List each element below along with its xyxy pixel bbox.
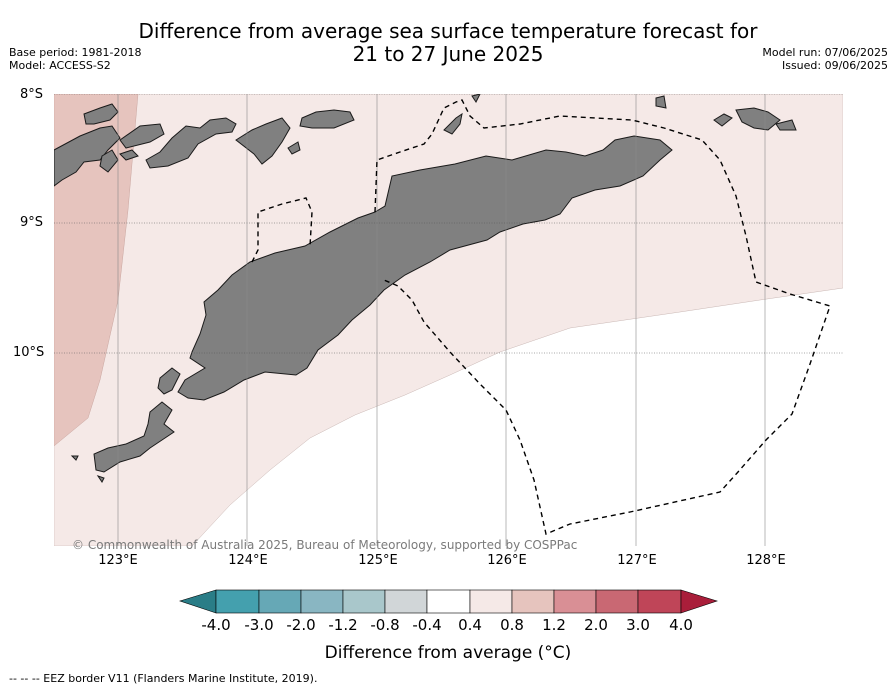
colorbar-seg-1 — [215, 589, 260, 614]
meta-right: Model run: 07/06/2025 Issued: 09/06/2025 — [762, 46, 888, 72]
model-name: Model: ACCESS-S2 — [9, 59, 111, 72]
kisar-island — [299, 109, 355, 129]
damar-island — [655, 95, 667, 109]
lon-label-123e: 123°E — [98, 553, 138, 568]
colorbar-tick-6: -0.4 — [412, 616, 442, 634]
title-line-2: 21 to 27 June 2025 — [352, 42, 544, 66]
colorbar-tick-12: 4.0 — [669, 616, 693, 634]
rote-island — [157, 367, 181, 395]
colorbar-tick-4: -1.2 — [328, 616, 358, 634]
small-island-b — [119, 149, 139, 161]
babar-island-1 — [713, 113, 733, 127]
small-island-a — [99, 149, 119, 173]
meta-left: Base period: 1981-2018 Model: ACCESS-S2 — [9, 46, 141, 72]
small-island-d — [471, 94, 481, 103]
colorbar-tick-3: -2.0 — [286, 616, 316, 634]
colorbar-tick-1: -4.0 — [201, 616, 231, 634]
eez-footnote: -- -- -- EEZ border V11 (Flanders Marine… — [9, 672, 318, 685]
small-island-f — [96, 475, 105, 483]
small-island-c — [287, 141, 301, 155]
eez-borders — [251, 99, 831, 535]
colorbar-seg-8 — [511, 589, 555, 614]
colorbar-seg-2 — [258, 589, 302, 614]
base-period: Base period: 1981-2018 — [9, 46, 142, 59]
colorbar-seg-3 — [300, 589, 344, 614]
savu-island — [93, 401, 175, 473]
lat-gridlines — [54, 94, 843, 354]
eez-border-timor-leste — [374, 99, 831, 535]
issued-date: Issued: 09/06/2025 — [781, 59, 888, 72]
gridlines — [117, 94, 766, 546]
chart-title: Difference from average sea surface temp… — [0, 20, 896, 66]
colorbar-seg-4 — [342, 589, 386, 614]
colorbar-seg-7 — [469, 589, 513, 614]
pantar-island — [83, 103, 119, 125]
colorbar — [179, 589, 718, 614]
colorbar-tick-7: 0.4 — [458, 616, 482, 634]
colorbar-min-arrow — [179, 589, 217, 614]
colorbar-max-arrow — [680, 589, 718, 614]
colorbar-seg-10 — [595, 589, 639, 614]
map-area — [54, 94, 843, 546]
title-line-1: Difference from average sea surface temp… — [138, 19, 758, 43]
atauro-island — [235, 117, 291, 165]
colorbar-title: Difference from average (°C) — [324, 643, 572, 663]
anomaly-region-medium — [54, 94, 139, 447]
lon-label-128e: 128°E — [746, 553, 786, 568]
lon-label-126e: 126°E — [487, 553, 527, 568]
land-masses — [54, 94, 797, 483]
small-island-e — [70, 455, 79, 461]
colorbar-seg-11 — [637, 589, 682, 614]
babar-island-3 — [775, 119, 797, 131]
babar-island-2 — [735, 107, 781, 131]
colorbar-tick-11: 3.0 — [626, 616, 650, 634]
colorbar-tick-5: -0.8 — [370, 616, 400, 634]
colorbar-tick-9: 1.2 — [542, 616, 566, 634]
anomaly-region-light — [54, 94, 843, 546]
lat-label-9s: 9°S — [20, 215, 44, 230]
eez-border-oecusse — [251, 197, 313, 263]
colorbar-tick-8: 0.8 — [500, 616, 524, 634]
wetar-island — [145, 117, 237, 169]
lat-label-8s: 8°S — [20, 87, 44, 102]
colorbar-tick-10: 2.0 — [584, 616, 608, 634]
copyright-credit: © Commonwealth of Australia 2025, Bureau… — [72, 538, 578, 552]
colorbar-seg-9 — [553, 589, 597, 614]
colorbar-seg-6 — [426, 589, 471, 614]
colorbar-seg-5 — [384, 589, 428, 614]
lon-label-125e: 125°E — [358, 553, 398, 568]
colorbar-tick-2: -3.0 — [244, 616, 274, 634]
model-run: Model run: 07/06/2025 — [762, 46, 888, 59]
lon-label-124e: 124°E — [228, 553, 268, 568]
lon-label-127e: 127°E — [617, 553, 657, 568]
wetar-west-island — [119, 123, 165, 149]
lat-label-10s: 10°S — [13, 345, 45, 360]
timor-island — [177, 135, 673, 401]
romang-island — [443, 112, 463, 135]
